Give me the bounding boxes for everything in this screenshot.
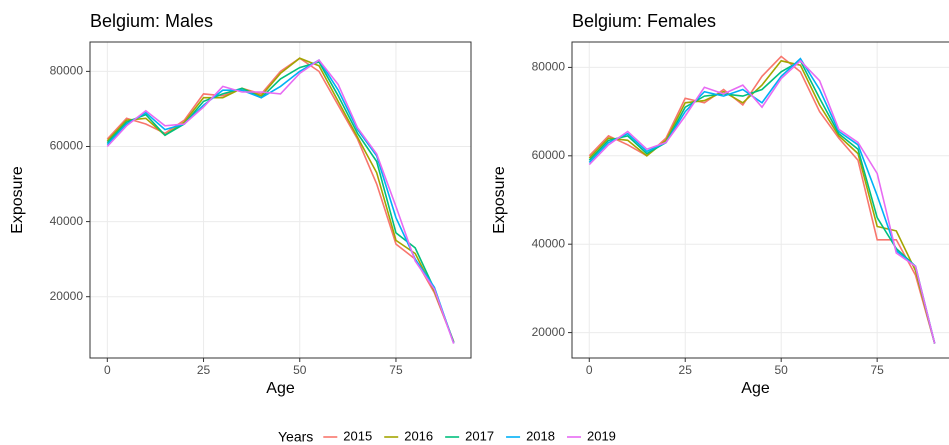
series-line <box>588 59 936 344</box>
y-axis-label: Exposure <box>9 166 26 234</box>
y-tick-label: 60000 <box>532 148 566 162</box>
x-axis-label: Age <box>741 380 770 397</box>
y-tick-label: 20000 <box>532 325 566 339</box>
y-tick-label: 20000 <box>50 289 84 303</box>
y-tick-label: 80000 <box>50 64 84 78</box>
panel-border <box>89 41 472 359</box>
x-tick-label: 25 <box>679 363 693 377</box>
x-tick-label: 0 <box>586 363 593 377</box>
series-line <box>106 59 455 344</box>
legend-label: 2015 <box>343 428 372 443</box>
series-line <box>106 59 455 344</box>
x-axis-label: Age <box>266 380 295 397</box>
series-line <box>106 57 455 343</box>
panel-border <box>571 41 949 359</box>
series-line <box>588 59 936 344</box>
series-line <box>588 57 936 344</box>
series-line <box>106 61 455 343</box>
y-tick-label: 80000 <box>532 60 566 74</box>
y-tick-label: 60000 <box>50 139 84 153</box>
series-line <box>588 59 936 344</box>
legend-label: 2018 <box>526 428 555 443</box>
x-tick-label: 50 <box>775 363 789 377</box>
legend-label: 2016 <box>404 428 433 443</box>
x-tick-label: 75 <box>870 363 884 377</box>
legend-title: Years <box>278 429 313 445</box>
x-tick-label: 75 <box>389 363 403 377</box>
x-tick-label: 50 <box>293 363 307 377</box>
panel-title: Belgium: Females <box>572 11 716 31</box>
legend-label: 2019 <box>587 428 616 443</box>
x-tick-label: 25 <box>197 363 211 377</box>
y-axis-label: Exposure <box>491 166 508 234</box>
y-tick-label: 40000 <box>50 214 84 228</box>
y-tick-label: 40000 <box>532 236 566 250</box>
panel-background <box>572 42 949 358</box>
x-tick-label: 0 <box>104 363 111 377</box>
legend-label: 2017 <box>465 428 494 443</box>
panel-title: Belgium: Males <box>90 11 213 31</box>
panel-background <box>90 42 471 358</box>
